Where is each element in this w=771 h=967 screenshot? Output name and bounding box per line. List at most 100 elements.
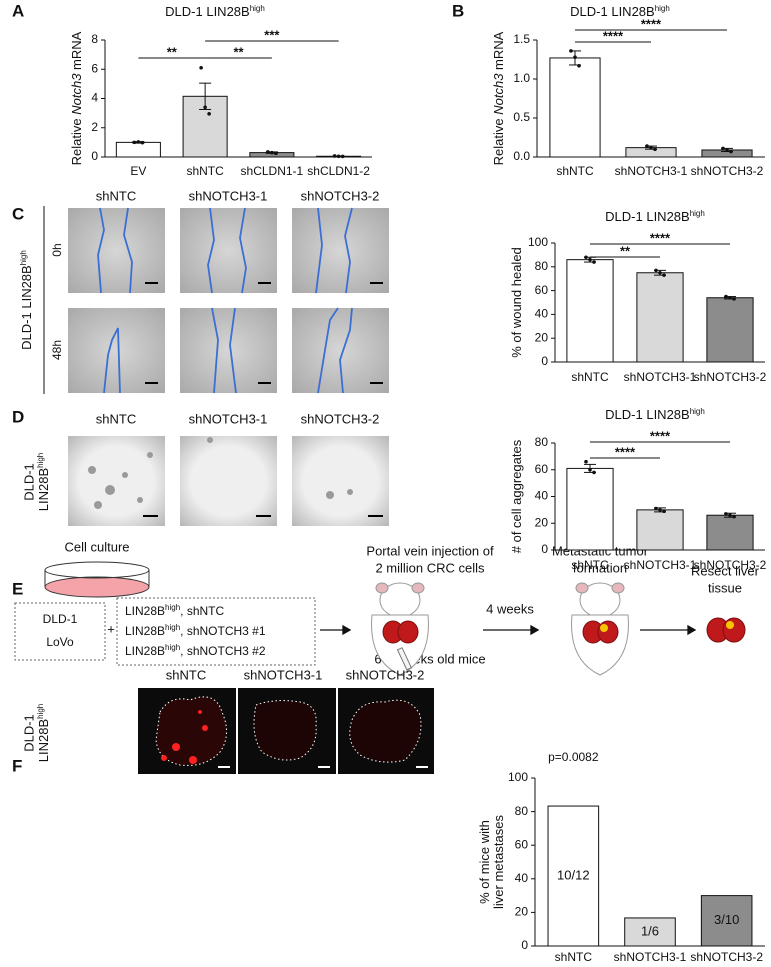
- step-label: 2 million CRC cells: [375, 560, 485, 575]
- chart-title: DLD-1 LIN28Bhigh: [570, 4, 670, 20]
- data-point: [728, 295, 732, 300]
- row-label: DLD-1: [21, 463, 36, 501]
- chart-title-text: DLD-1 LIN28B: [165, 4, 250, 19]
- chart-title: DLD-1 LIN28Bhigh: [605, 407, 705, 423]
- chart-title-sup: high: [690, 407, 705, 416]
- wound-edge: [317, 307, 339, 394]
- significance-label: **: [233, 44, 244, 59]
- cell-line: LoVo: [46, 635, 74, 649]
- data-point: [729, 149, 733, 154]
- significance-label: ****: [650, 428, 671, 443]
- data-point: [732, 514, 736, 519]
- y-tick-label: 0: [91, 149, 98, 163]
- row-label: 48h: [50, 340, 64, 360]
- wound-edge: [211, 307, 219, 394]
- dish-wall: [44, 570, 150, 587]
- liver: [397, 620, 419, 644]
- y-tick-label: 0.0: [513, 149, 530, 163]
- data-point: [274, 151, 278, 156]
- bar: [547, 805, 600, 947]
- tumor: [600, 624, 608, 632]
- column-label: shNOTCH3-1: [189, 411, 268, 426]
- data-point: [721, 146, 725, 151]
- chart-title: DLD-1 LIN28Bhigh: [605, 209, 705, 225]
- panel-letter: D: [12, 407, 24, 426]
- column-label: shNTC: [166, 667, 206, 682]
- column-label: shNOTCH3-2: [301, 188, 380, 203]
- y-axis-label-part: Relative: [491, 115, 506, 166]
- liver-outline: [253, 700, 317, 761]
- y-axis-label: Relative Notch3 mRNA: [69, 31, 84, 165]
- condition-rest: , shNTC: [180, 604, 224, 618]
- bar: [636, 509, 684, 551]
- column-label: shNOTCH3-1: [189, 188, 268, 203]
- metastasis: [172, 743, 180, 751]
- y-tick-label: 20: [515, 905, 529, 919]
- y-tick-label: 40: [535, 307, 549, 321]
- row-label: LIN28Bhigh: [36, 453, 52, 512]
- y-axis-label-part: liver metastases: [491, 815, 506, 909]
- y-axis-label-part: Relative: [69, 115, 84, 166]
- chart-title-sup: high: [250, 4, 265, 13]
- error-bar: [199, 82, 212, 110]
- significance-label: **: [620, 243, 631, 258]
- micrograph: [180, 436, 277, 526]
- data-point: [728, 513, 732, 518]
- y-tick-label: 6: [91, 61, 98, 75]
- x-tick-label: shNTC: [571, 370, 609, 384]
- liver: [722, 617, 746, 643]
- y-tick-label: 40: [515, 871, 529, 885]
- panel-letter: A: [12, 1, 24, 20]
- mouse-ear: [575, 582, 589, 594]
- dish: [44, 561, 150, 598]
- micrograph: [292, 208, 389, 293]
- data-point: [266, 150, 270, 154]
- y-tick-label: 20: [535, 330, 549, 344]
- step-label: 4 weeks: [486, 601, 534, 616]
- data-point: [340, 154, 345, 159]
- column-label: shNTC: [96, 188, 136, 203]
- condition: LIN28Bhigh, shNTC: [125, 603, 224, 619]
- y-tick-label: 80: [535, 435, 549, 449]
- column-label: shNOTCH3-2: [346, 667, 425, 682]
- panel-letter: C: [12, 204, 24, 223]
- wound-edge: [123, 207, 133, 294]
- row-label-sup: high: [36, 453, 45, 468]
- y-axis-label: Relative Notch3 mRNA: [491, 31, 506, 165]
- x-tick-label: shNOTCH3-2: [694, 558, 767, 572]
- x-tick-label: shNTC: [556, 164, 594, 178]
- mouse-ear: [375, 582, 389, 594]
- micrograph: [180, 308, 277, 393]
- data-point: [662, 273, 666, 277]
- cell-line-box: [14, 602, 106, 661]
- row-label: 0h: [50, 243, 64, 256]
- arrow-head: [530, 624, 540, 636]
- micrograph: [292, 436, 389, 526]
- wound-edge: [315, 207, 323, 294]
- data-point: [725, 148, 729, 152]
- micrograph: [68, 208, 165, 293]
- x-tick-label: shNOTCH3-2: [691, 164, 764, 178]
- x-tick-label: shNOTCH3-1: [624, 370, 697, 384]
- data-point: [645, 144, 649, 148]
- data-point: [270, 150, 274, 155]
- y-axis-label: % of mice with: [477, 820, 492, 904]
- bar: [636, 272, 684, 363]
- aggregate: [105, 485, 115, 495]
- aggregate: [347, 489, 353, 495]
- significance-label: ****: [650, 230, 671, 245]
- data-point: [140, 140, 145, 145]
- wound-edge: [103, 327, 121, 394]
- x-tick-label: EV: [130, 164, 146, 178]
- row-label: DLD-1: [21, 714, 36, 752]
- row-label-sup: high: [36, 704, 45, 719]
- x-tick-label: shNTC: [186, 164, 224, 178]
- significance-label: ****: [615, 444, 636, 459]
- condition: LIN28Bhigh, shNOTCH3 #2: [125, 643, 266, 659]
- wound-edge: [229, 307, 237, 394]
- data-point: [592, 470, 596, 475]
- y-axis-label-part: mRNA: [69, 31, 84, 73]
- chart-title-text: DLD-1 LIN28B: [605, 407, 690, 422]
- chart-title-text: DLD-1 LIN28B: [605, 209, 690, 224]
